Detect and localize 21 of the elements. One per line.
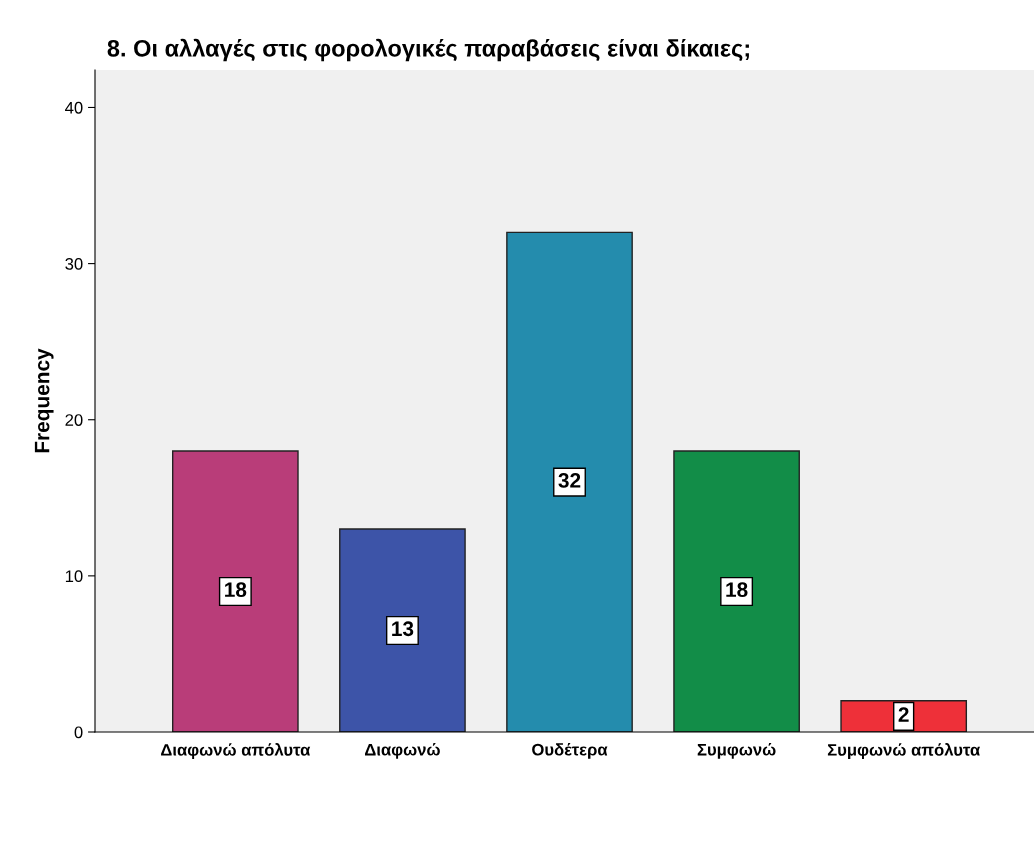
data-label: 13 xyxy=(392,621,414,637)
bar xyxy=(339,528,466,732)
x-tick-label: Διαφωνώ xyxy=(365,743,440,759)
data-label: 2 xyxy=(898,707,909,722)
y-tick-label: 0 xyxy=(74,726,83,739)
bar xyxy=(506,231,633,732)
y-axis-title: Frequency xyxy=(34,348,54,453)
x-tick-label: Ουδέτερα xyxy=(532,743,608,759)
x-tick-label: Συμφωνώ απόλυτα xyxy=(827,743,981,760)
x-tick-label: Συμφωνώ xyxy=(697,743,776,759)
y-tick-label: 30 xyxy=(65,258,83,270)
bar xyxy=(673,450,800,732)
data-label: 18 xyxy=(225,582,247,598)
bar xyxy=(171,450,299,732)
y-tick-label: 40 xyxy=(65,101,83,114)
y-tick-label: 20 xyxy=(65,414,83,426)
chart-title: 8. Οι αλλαγές στις φορολογικές παραβάσεις είναι δίκαιες; xyxy=(107,38,749,62)
data-label: 32 xyxy=(558,473,581,488)
data-label: 18 xyxy=(726,582,748,598)
y-tick-label: 10 xyxy=(65,570,83,583)
x-tick-label: Διαφωνώ απόλυτα xyxy=(161,743,311,760)
